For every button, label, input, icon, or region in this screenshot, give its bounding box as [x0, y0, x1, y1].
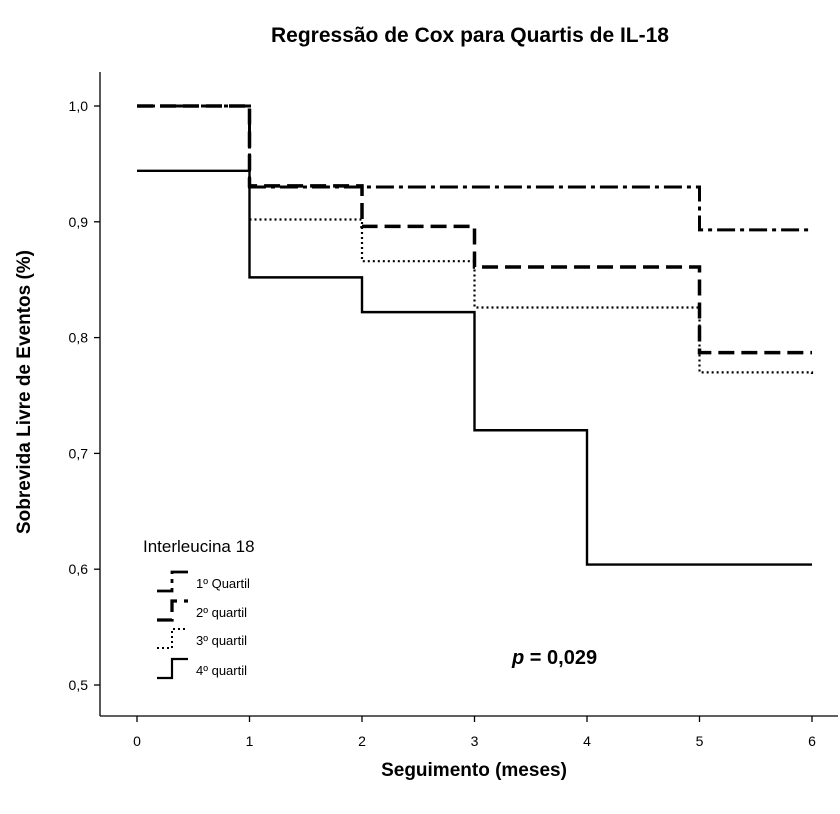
p-value-text: = 0,029 [530, 647, 597, 669]
x-tick-label: 2 [358, 733, 366, 749]
y-tick-label: 0,5 [69, 677, 89, 693]
x-tick-label: 5 [696, 733, 704, 749]
p-symbol: p [511, 647, 524, 669]
y-tick-label: 0,8 [69, 330, 89, 346]
legend-label-4: 4º quartil [196, 663, 247, 678]
y-tick-label: 0,9 [69, 214, 89, 230]
ticks: 0 1 2 3 4 5 6 0,5 0,6 0,7 0,8 0,9 1,0 [69, 98, 817, 749]
y-tick-label: 0,7 [69, 445, 89, 461]
y-tick-label: 1,0 [69, 98, 89, 114]
legend-swatch-3 [157, 628, 188, 649]
axes [99, 72, 838, 717]
y-axis-label: Sobrevida Livre de Eventos (%) [14, 250, 35, 534]
p-value-annotation: p = 0,029 [511, 647, 597, 669]
series-line-3 [249, 218, 814, 375]
x-tick-label: 6 [808, 733, 816, 749]
series-layer [137, 104, 814, 566]
legend-swatch-2 [157, 599, 188, 622]
chart-title: Regressão de Cox para Quartis de IL-18 [271, 24, 669, 47]
x-axis-label: Seguimento (meses) [381, 760, 567, 781]
x-tick-label: 1 [246, 733, 254, 749]
legend-title: Interleucina 18 [143, 537, 255, 556]
series-line-1 [137, 104, 812, 232]
legend-label-3: 3º quartil [196, 633, 247, 648]
legend-label-1: 1º Quartil [196, 576, 250, 591]
series-line-4 [137, 169, 812, 566]
legend-swatch-4 [157, 657, 188, 680]
legend-label-2: 2º quartil [196, 605, 247, 620]
legend: Interleucina 18 1º Quartil 2º quartil 3º q… [143, 537, 255, 680]
x-tick-label: 0 [133, 733, 141, 749]
y-tick-label: 0,6 [69, 561, 89, 577]
x-tick-label: 3 [471, 733, 479, 749]
legend-swatch-1 [157, 570, 188, 593]
x-tick-label: 4 [583, 733, 591, 749]
